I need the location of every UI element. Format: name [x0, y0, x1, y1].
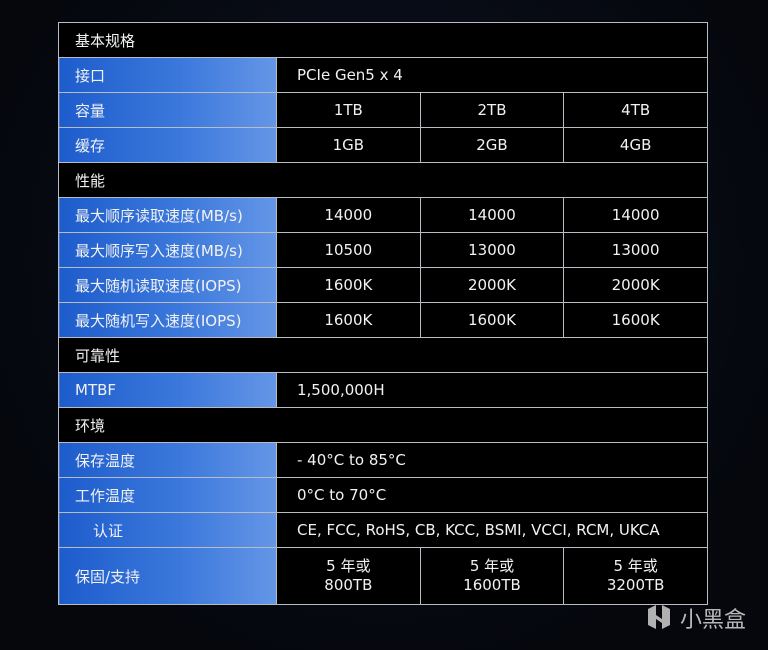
spec-value: 1TB [276, 92, 421, 128]
spec-label: 最大顺序写入速度(MB/s) [58, 232, 277, 268]
spec-label: 认证 [58, 512, 277, 548]
spec-row: 认证 CE, FCC, RoHS, CB, KCC, BSMI, VCCI, RC… [58, 512, 708, 548]
spec-value: 0°C to 70°C [276, 477, 708, 513]
spec-value: 10500 [276, 232, 421, 268]
spec-row: 最大随机读取速度(IOPS) 1600K 2000K 2000K [58, 267, 708, 303]
spec-value: 1600K [276, 267, 421, 303]
spec-value: CE, FCC, RoHS, CB, KCC, BSMI, VCCI, RCM,… [276, 512, 708, 548]
spec-row: 最大顺序读取速度(MB/s) 14000 14000 14000 [58, 197, 708, 233]
spec-value: 1GB [276, 127, 421, 163]
watermark-text: 小黑盒 [679, 608, 746, 633]
section-title: 性能 [58, 162, 708, 198]
spec-label: 缓存 [58, 127, 277, 163]
spec-row: 最大顺序写入速度(MB/s) 10500 13000 13000 [58, 232, 708, 268]
spec-value: 5 年或 3200TB [563, 547, 708, 605]
spec-label: 保固/支持 [58, 547, 277, 605]
spec-value: 1600K [563, 302, 708, 338]
spec-row: 容量 1TB 2TB 4TB [58, 92, 708, 128]
section-title: 基本规格 [58, 22, 708, 58]
spec-value: 4GB [563, 127, 708, 163]
spec-value: 13000 [419, 232, 565, 268]
spec-value: 1,500,000H [276, 372, 708, 408]
spec-value: 2GB [419, 127, 565, 163]
spec-row: 最大随机写入速度(IOPS) 1600K 1600K 1600K [58, 302, 708, 338]
spec-value: - 40°C to 85°C [276, 442, 708, 478]
spec-value: 5 年或 1600TB [419, 547, 565, 605]
spec-label: 接口 [58, 57, 277, 93]
spec-row: MTBF 1,500,000H [58, 372, 708, 408]
spec-value: 1600K [419, 302, 565, 338]
spec-value: 13000 [563, 232, 708, 268]
heybox-logo-icon [647, 605, 670, 629]
section-header-row: 性能 [58, 162, 708, 198]
spec-row: 保固/支持 5 年或 800TB 5 年或 1600TB 5 年或 3200TB [58, 547, 708, 605]
spec-value: 2000K [563, 267, 708, 303]
spec-value: PCIe Gen5 x 4 [276, 57, 708, 93]
section-title: 可靠性 [58, 337, 708, 373]
section-title: 环境 [58, 407, 708, 443]
spec-label: MTBF [58, 372, 277, 408]
spec-value: 2TB [419, 92, 565, 128]
spec-value: 5 年或 800TB [276, 547, 421, 605]
spec-value: 1600K [276, 302, 421, 338]
spec-label: 工作温度 [58, 477, 277, 513]
spec-label: 最大顺序读取速度(MB/s) [58, 197, 277, 233]
spec-value: 2000K [419, 267, 565, 303]
spec-label: 最大随机写入速度(IOPS) [58, 302, 277, 338]
spec-table: 基本规格 接口 PCIe Gen5 x 4 容量 1TB 2TB 4TB 缓存 1GB 2GB 4G… [58, 22, 708, 605]
spec-row: 保存温度 - 40°C to 85°C [58, 442, 708, 478]
section-header-row: 可靠性 [58, 337, 708, 373]
spec-row: 接口 PCIe Gen5 x 4 [58, 57, 708, 93]
spec-value: 14000 [276, 197, 421, 233]
section-header-row: 环境 [58, 407, 708, 443]
spec-label: 保存温度 [58, 442, 277, 478]
section-header-row: 基本规格 [58, 22, 708, 58]
spec-label: 容量 [58, 92, 277, 128]
spec-value: 4TB [563, 92, 708, 128]
spec-label: 最大随机读取速度(IOPS) [58, 267, 277, 303]
spec-value: 14000 [419, 197, 565, 233]
watermark: 小黑盒 [644, 602, 746, 634]
spec-value: 14000 [563, 197, 708, 233]
spec-row: 缓存 1GB 2GB 4GB [58, 127, 708, 163]
spec-row: 工作温度 0°C to 70°C [58, 477, 708, 513]
